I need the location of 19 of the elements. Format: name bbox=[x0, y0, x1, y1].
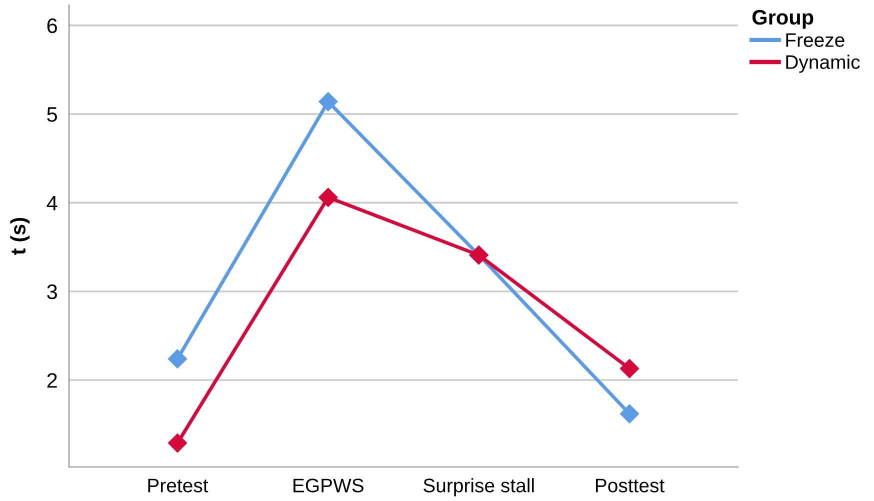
x-tick-label: EGPWS bbox=[294, 478, 364, 492]
legend-label: Dynamic bbox=[786, 54, 860, 73]
point bbox=[168, 434, 188, 453]
point bbox=[620, 359, 640, 378]
y-tick-label: 5 bbox=[47, 107, 58, 122]
legend-title: Group bbox=[752, 10, 814, 29]
y-tick-label: 6 bbox=[47, 18, 57, 34]
legend-label: Freeze bbox=[786, 33, 844, 47]
y-tick-label: 3 bbox=[47, 284, 57, 300]
x-tick-label: Posttest bbox=[596, 478, 664, 492]
x-tick-label: Surprise stall bbox=[424, 478, 534, 496]
point bbox=[318, 188, 338, 207]
x-tick-label: Pretest bbox=[148, 478, 208, 492]
point bbox=[168, 349, 188, 368]
point bbox=[318, 92, 338, 112]
point bbox=[620, 404, 640, 424]
y-axis-title: t (s) bbox=[10, 218, 30, 255]
y-tick-label: 4 bbox=[46, 196, 58, 210]
y-tick-label: 2 bbox=[47, 373, 57, 388]
